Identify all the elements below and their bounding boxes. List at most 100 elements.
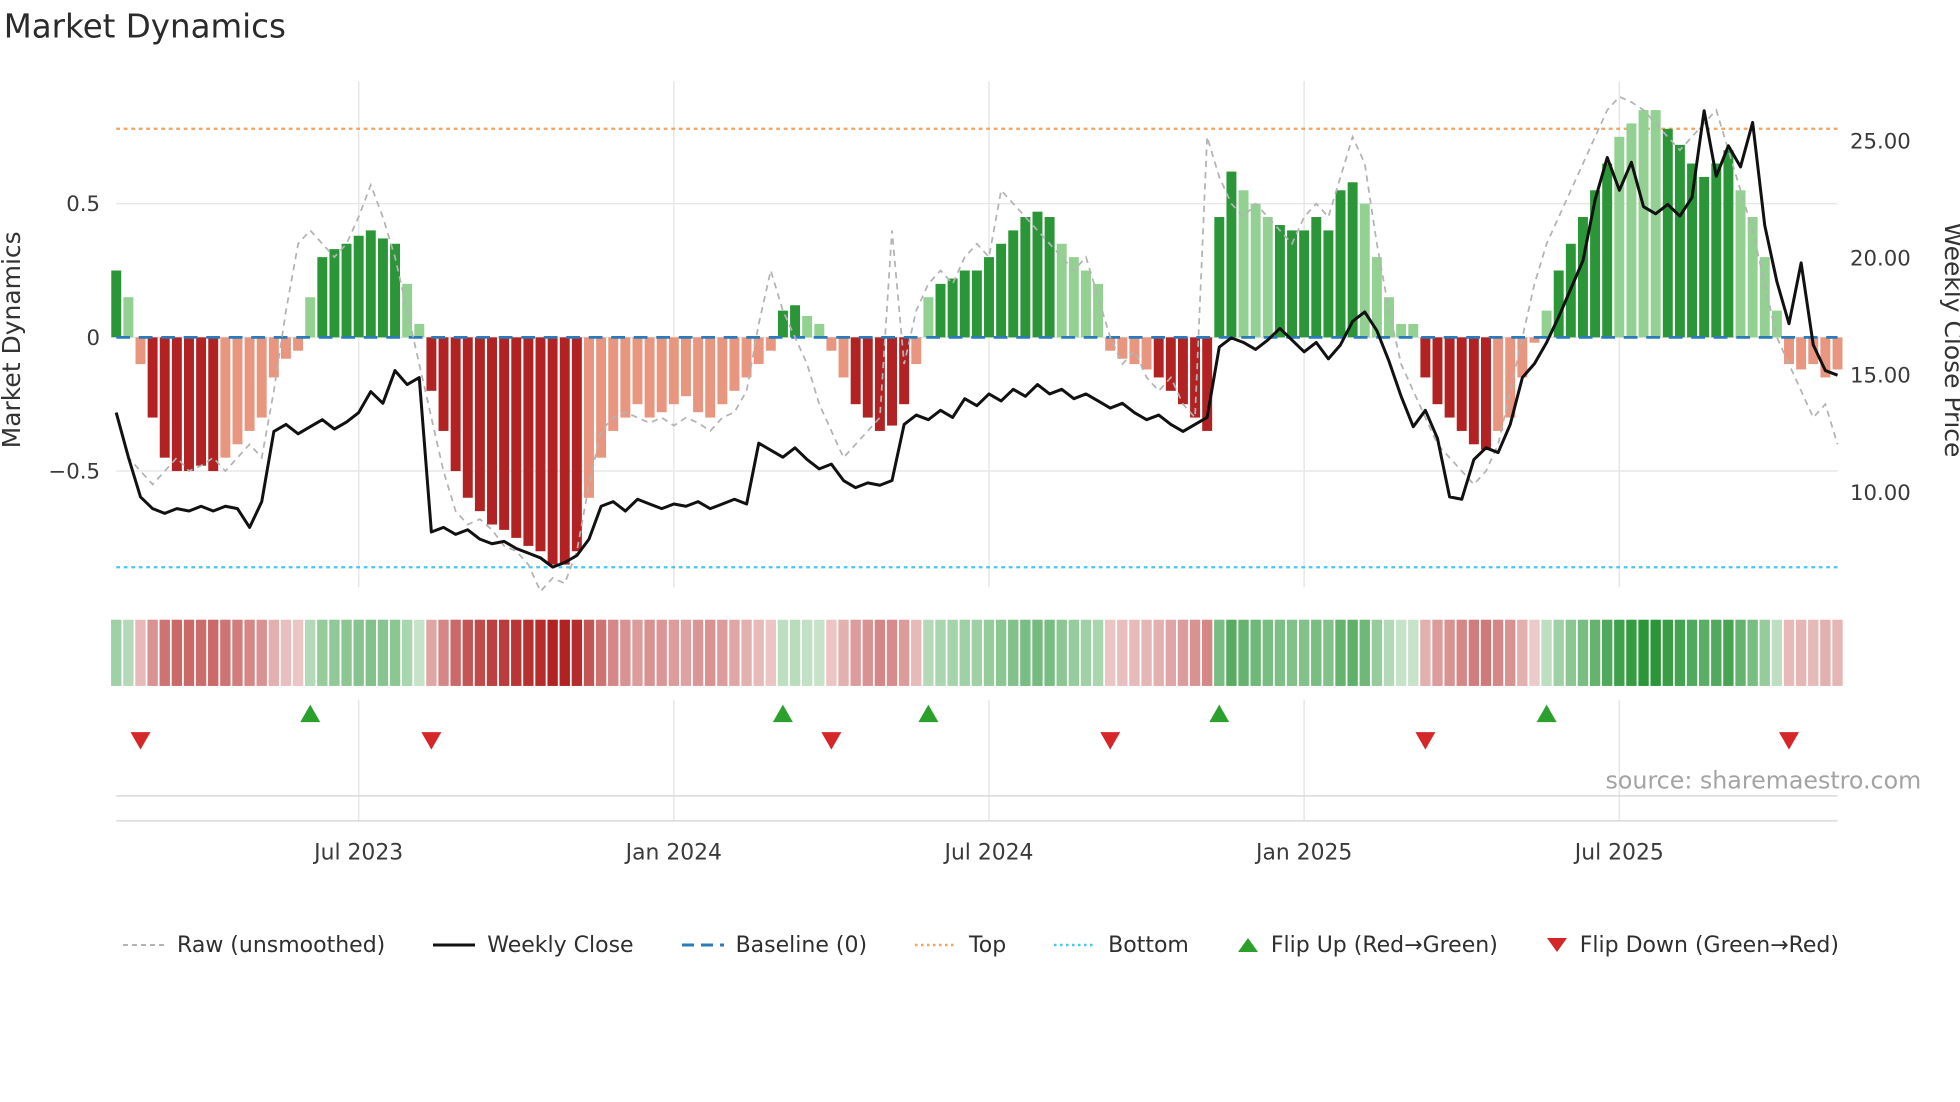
heatmap-cell xyxy=(777,619,789,686)
oscillator-bar xyxy=(511,337,522,538)
oscillator-bar xyxy=(1481,337,1491,450)
oscillator-bar xyxy=(632,337,643,405)
heatmap-cell xyxy=(1286,619,1298,686)
oscillator-bar xyxy=(947,278,958,338)
heatmap-cell xyxy=(1698,619,1710,686)
solid-black-line-icon xyxy=(433,943,476,947)
heatmap-cell xyxy=(923,619,934,686)
oscillator-bar xyxy=(826,337,837,351)
oscillator-bar xyxy=(1068,257,1079,338)
flip-up-marker xyxy=(918,704,939,723)
oscillator-bar xyxy=(777,310,788,338)
heatmap-cell xyxy=(547,619,558,686)
oscillator-bar xyxy=(1662,128,1673,338)
heatmap-cell xyxy=(1250,619,1261,686)
oscillator-bar xyxy=(899,337,910,405)
oscillator-bar xyxy=(1771,310,1782,338)
oscillator-bar xyxy=(390,243,401,338)
legend-label-flip-up: Flip Up (Red→Green) xyxy=(1270,932,1498,958)
oscillator-bar xyxy=(547,337,558,565)
heatmap-cell xyxy=(1117,619,1128,686)
oscillator-bar xyxy=(1141,337,1152,370)
oscillator-bar xyxy=(1796,337,1807,370)
heatmap-cell xyxy=(1395,619,1407,686)
heatmap-cell xyxy=(850,619,861,686)
heatmap-cell xyxy=(183,619,195,686)
heatmap-cell xyxy=(1177,619,1189,686)
heatmap-cell xyxy=(898,619,910,686)
oscillator-bar xyxy=(365,230,376,338)
oscillator-bar xyxy=(1008,230,1019,338)
heatmap-cell xyxy=(1589,619,1601,686)
oscillator-bar xyxy=(862,337,873,418)
oscillator-bar xyxy=(487,337,497,525)
heatmap-cell xyxy=(656,619,667,686)
oscillator-bar xyxy=(1044,217,1055,338)
oscillator-bar xyxy=(535,337,546,552)
oscillator-bar xyxy=(341,243,352,338)
oscillator-bar xyxy=(935,283,946,338)
heatmap-cell xyxy=(1432,619,1443,686)
heatmap-cell xyxy=(317,619,328,686)
oscillator-bar xyxy=(620,337,631,418)
heatmap-cell xyxy=(1383,619,1395,686)
oscillator-bar xyxy=(559,337,570,565)
x-tick-label: Jul 2025 xyxy=(1573,841,1664,866)
oscillator-bar xyxy=(256,337,267,418)
flip-up-marker xyxy=(1209,704,1230,723)
oscillator-bar xyxy=(1214,217,1225,338)
oscillator-bar xyxy=(232,337,243,445)
heatmap-cell xyxy=(195,619,207,686)
heatmap-cell xyxy=(523,619,534,686)
oscillator-bar xyxy=(790,305,801,338)
heatmap-cell xyxy=(1298,619,1310,686)
heatmap-cell xyxy=(729,619,740,686)
chart-title: Market Dynamics xyxy=(4,7,286,45)
heatmap-cell xyxy=(329,619,340,686)
flip-up-marker xyxy=(772,704,793,723)
oscillator-bar xyxy=(1335,190,1346,338)
heatmap-cell xyxy=(450,619,461,686)
legend-label-bottom: Bottom xyxy=(1108,932,1189,958)
heatmap-cell xyxy=(1056,619,1067,686)
oscillator-bar xyxy=(596,337,607,458)
y-right-tick-label: 25.00 xyxy=(1850,130,1911,155)
oscillator-bar xyxy=(838,337,849,378)
oscillator-bar xyxy=(414,323,425,338)
oscillator-bar xyxy=(1408,323,1419,338)
oscillator-bar xyxy=(874,337,885,431)
heatmap-cell xyxy=(826,619,837,686)
oscillator-bar xyxy=(680,337,691,397)
y-left-tick-label: 0 xyxy=(86,326,100,351)
heatmap-cell xyxy=(1359,619,1370,686)
oscillator-bar xyxy=(1711,163,1722,338)
flip-up-triangle-icon xyxy=(1237,938,1258,952)
y-right-tick-label: 20.00 xyxy=(1850,247,1911,272)
oscillator-bar xyxy=(450,337,461,472)
flip-down-marker xyxy=(421,732,442,750)
oscillator-bar xyxy=(111,270,122,338)
legend-item-flip-up: Flip Up (Red→Green) xyxy=(1235,933,1498,958)
oscillator-bar xyxy=(717,337,728,405)
heatmap-cell xyxy=(1105,619,1116,686)
heatmap-cell xyxy=(1626,619,1637,686)
oscillator-bar xyxy=(1323,230,1334,338)
heatmap-cell xyxy=(620,619,631,686)
oscillator-bar xyxy=(765,337,776,351)
heatmap-cell xyxy=(1141,619,1152,686)
heatmap-cell xyxy=(511,619,522,686)
x-tick-label: Jul 2023 xyxy=(312,841,403,866)
right-axis-label: Weekly Close Price xyxy=(1939,222,1960,457)
heatmap-cell xyxy=(268,619,280,686)
flip-up-marker xyxy=(1536,704,1557,723)
oscillator-bar xyxy=(1541,310,1552,338)
oscillator-bar xyxy=(911,337,922,365)
heatmap-cell xyxy=(1408,619,1419,686)
heatmap-cell xyxy=(692,619,704,686)
heatmap-cell xyxy=(595,619,607,686)
oscillator-bar xyxy=(1177,337,1188,405)
oscillator-bar xyxy=(244,337,255,431)
flip-down-marker xyxy=(821,732,842,750)
y-left-tick-label: 0.5 xyxy=(66,192,100,217)
oscillator-bar xyxy=(1238,190,1249,338)
